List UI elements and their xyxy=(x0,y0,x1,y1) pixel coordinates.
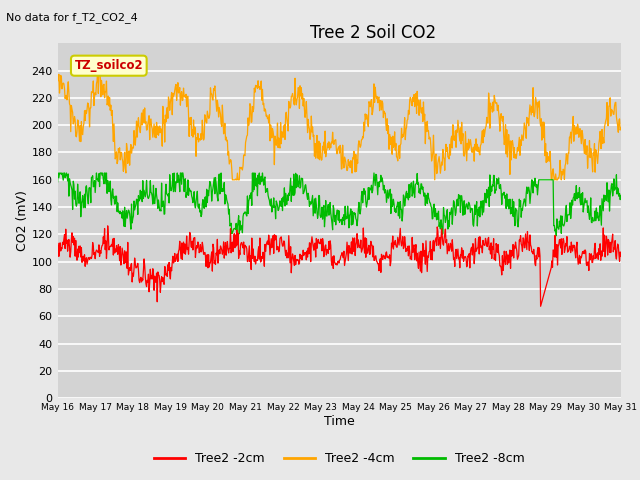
Text: TZ_soilco2: TZ_soilco2 xyxy=(74,59,143,72)
Text: No data for f_T2_CO2_4: No data for f_T2_CO2_4 xyxy=(6,12,138,23)
Title: Tree 2 Soil CO2: Tree 2 Soil CO2 xyxy=(310,24,436,42)
Legend: Tree2 -2cm, Tree2 -4cm, Tree2 -8cm: Tree2 -2cm, Tree2 -4cm, Tree2 -8cm xyxy=(149,447,529,470)
Y-axis label: CO2 (mV): CO2 (mV) xyxy=(16,191,29,251)
X-axis label: Time: Time xyxy=(324,415,355,428)
